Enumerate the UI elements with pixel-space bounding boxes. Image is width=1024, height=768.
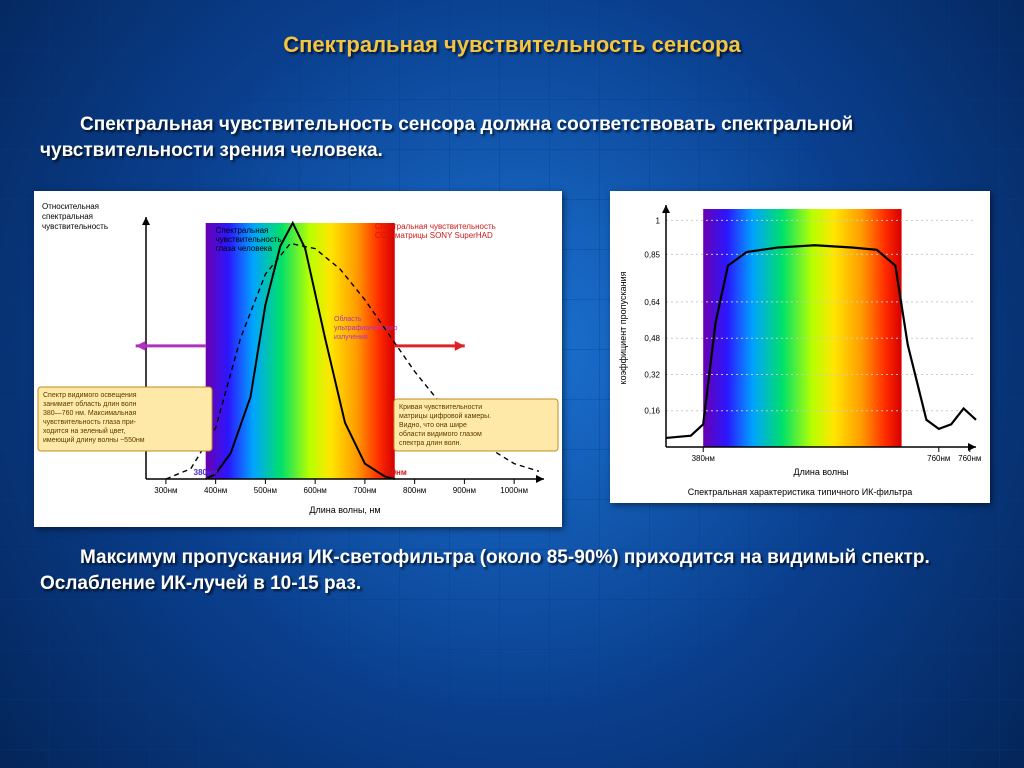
svg-text:0,64: 0,64 [644, 298, 660, 307]
svg-text:0,48: 0,48 [644, 334, 660, 343]
svg-text:Длина волны, нм: Длина волны, нм [309, 505, 380, 515]
svg-text:ходится на зеленый цвет,: ходится на зеленый цвет, [43, 427, 125, 435]
svg-text:чувствительность: чувствительность [42, 222, 108, 231]
svg-text:Область: Область [334, 315, 362, 323]
svg-text:380нм: 380нм [692, 454, 715, 463]
chart-left: 300нм 400нм 500нм 600нм 700нм 800нм 900нм 1000н… [34, 191, 562, 527]
svg-text:матрицы цифровой камеры.: матрицы цифровой камеры. [399, 412, 491, 420]
svg-text:области видимого глазом: области видимого глазом [399, 430, 482, 438]
charts-row: 300нм 400нм 500нм 600нм 700нм 800нм 900нм 1000н… [0, 191, 1024, 527]
svg-text:800нм: 800нм [403, 486, 426, 495]
svg-text:чувствительность глаза при-: чувствительность глаза при- [43, 419, 137, 426]
svg-text:1000нм: 1000нм [500, 486, 528, 495]
svg-text:760нм: 760нм [383, 468, 407, 477]
svg-text:ультрафиолетового: ультрафиолетового [334, 325, 398, 332]
intro-paragraph: Спектральная чувствительность сенсора до… [0, 112, 1024, 163]
svg-text:900нм: 900нм [453, 486, 476, 495]
svg-text:спектра длин волн.: спектра длин волн. [399, 440, 461, 447]
svg-text:глаза человека: глаза человека [216, 244, 273, 253]
chart-left-card: 300нм 400нм 500нм 600нм 700нм 800нм 900нм 1000н… [34, 191, 562, 527]
svg-text:500нм: 500нм [254, 486, 277, 495]
svg-text:300нм: 300нм [154, 486, 177, 495]
svg-text:коэффициент пропускания: коэффициент пропускания [618, 272, 628, 385]
svg-text:0,85: 0,85 [644, 251, 660, 260]
svg-text:Спектральная характеристика ти: Спектральная характеристика типичного ИК… [688, 487, 912, 497]
svg-text:имеющий длину волны ~550нм: имеющий длину волны ~550нм [43, 436, 145, 444]
tail-paragraph: Максимум пропускания ИК-светофильтра (ок… [0, 545, 1024, 596]
svg-text:излучения: излучения [334, 334, 368, 341]
svg-text:Спектр видимого освещения: Спектр видимого освещения [43, 392, 137, 399]
svg-text:600нм: 600нм [304, 486, 327, 495]
svg-text:760нм: 760нм [958, 454, 981, 463]
svg-text:Относительная: Относительная [42, 202, 99, 211]
svg-text:Длина волны: Длина волны [793, 467, 848, 477]
chart-right: 0,16 0,32 0,48 0,64 0,85 1 380нм 760нм 760нм Длин… [610, 191, 990, 503]
svg-text:700нм: 700нм [353, 486, 376, 495]
svg-text:CCD-матрицы SONY SuperHAD: CCD-матрицы SONY SuperHAD [375, 231, 493, 240]
svg-text:чувствительность: чувствительность [216, 235, 282, 244]
svg-text:400нм: 400нм [204, 486, 227, 495]
svg-text:380—760 нм. Максимальная: 380—760 нм. Максимальная [43, 410, 136, 417]
svg-text:Спектральная чувствительность: Спектральная чувствительность [375, 222, 496, 231]
svg-text:спектральная: спектральная [42, 212, 93, 221]
svg-text:Кривая чувствительности: Кривая чувствительности [399, 404, 482, 411]
svg-text:0,16: 0,16 [644, 407, 660, 416]
svg-text:занимает область длин волн: занимает область длин волн [43, 400, 137, 408]
slide-title: Спектральная чувствительность сенсора [0, 0, 1024, 66]
slide: Спектральная чувствительность сенсора Сп… [0, 0, 1024, 768]
svg-text:760нм: 760нм [927, 454, 950, 463]
svg-text:380нм: 380нм [194, 468, 218, 477]
svg-text:Спектральная: Спектральная [216, 226, 269, 235]
svg-text:Видно, что она шире: Видно, что она шире [399, 422, 467, 429]
svg-text:1: 1 [656, 217, 661, 226]
svg-text:0,32: 0,32 [644, 371, 660, 380]
chart-right-card: 0,16 0,32 0,48 0,64 0,85 1 380нм 760нм 760нм Длин… [610, 191, 990, 503]
